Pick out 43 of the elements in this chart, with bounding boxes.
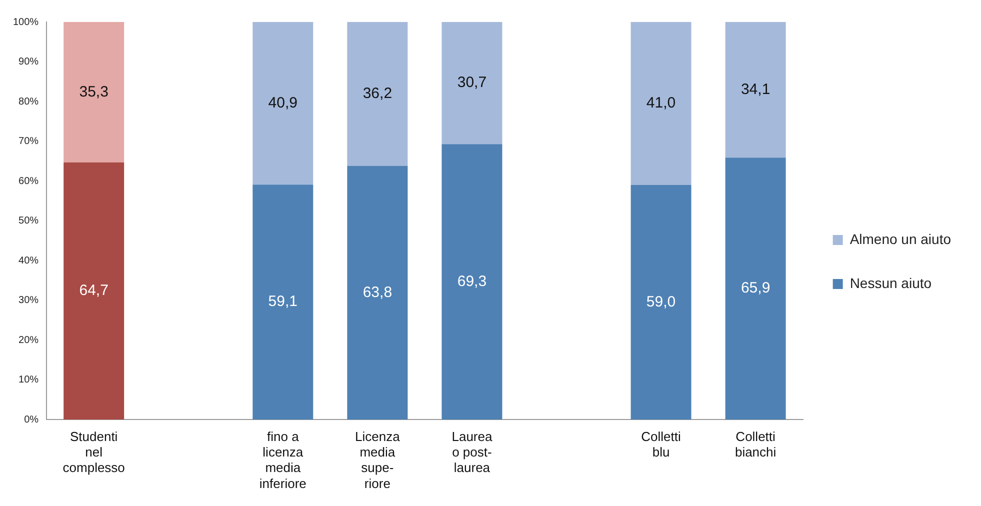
y-tick-label: 30% <box>18 295 39 306</box>
y-tick-label: 40% <box>18 255 39 266</box>
data-label: 69,3 <box>457 272 487 290</box>
y-tick-label: 20% <box>18 334 39 346</box>
data-label: 59,1 <box>268 293 298 310</box>
x-tick-label: fino a licenza media inferiore <box>259 428 306 491</box>
bar <box>725 158 786 420</box>
bar <box>252 22 314 185</box>
bar <box>347 166 408 420</box>
bar <box>347 22 408 166</box>
data-label: 64,7 <box>79 282 108 300</box>
y-tick-label: 90% <box>18 56 39 68</box>
data-label: 63,8 <box>362 284 392 301</box>
y-tick-label: 10% <box>18 374 39 386</box>
bar <box>64 22 124 162</box>
bar <box>725 22 786 158</box>
data-label: 35,3 <box>79 83 108 100</box>
bar <box>442 22 502 144</box>
data-label: 59,0 <box>646 293 676 310</box>
bar <box>252 184 314 420</box>
bar <box>630 22 692 186</box>
x-tick-label: Studenti nel complesso <box>62 428 125 476</box>
bar <box>64 162 124 420</box>
y-tick-label: 0% <box>24 414 39 426</box>
x-tick-label: Colletti bianchi <box>734 428 776 460</box>
y-tick-label: 50% <box>18 216 39 227</box>
legend-label: Almeno un aiuto <box>850 230 952 247</box>
x-tick-label: Laurea o post- laurea <box>452 428 493 476</box>
y-tick-label: 80% <box>18 96 39 108</box>
data-label: 40,9 <box>268 94 298 112</box>
data-label: 36,2 <box>362 85 392 102</box>
data-label: 65,9 <box>740 280 770 297</box>
x-tick-label: Colletti blu <box>641 428 681 460</box>
data-label: 34,1 <box>740 80 770 98</box>
x-tick-label: Licenza media supe- riore <box>355 428 401 491</box>
data-label: 30,7 <box>457 74 487 92</box>
data-label: 41,0 <box>646 94 676 112</box>
bar <box>630 185 692 420</box>
y-tick-label: 60% <box>18 176 39 187</box>
y-tick-label: 100% <box>13 16 39 28</box>
bar <box>442 144 502 420</box>
y-tick-label: 70% <box>18 136 39 148</box>
legend-label: Nessun aiuto <box>850 274 932 291</box>
